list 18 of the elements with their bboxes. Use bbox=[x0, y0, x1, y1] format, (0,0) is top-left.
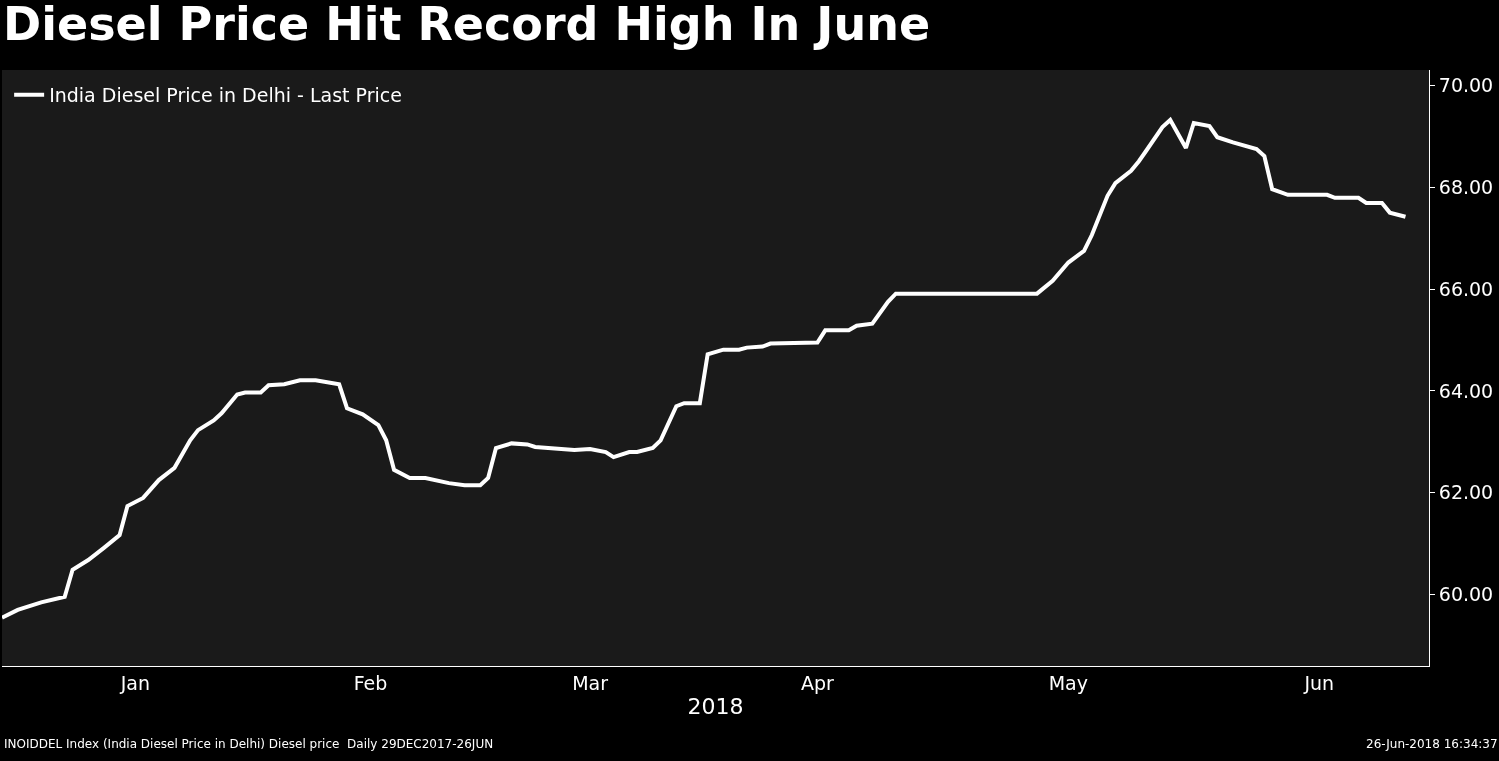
x-axis-title: 2018 bbox=[687, 693, 744, 719]
line-series bbox=[2, 117, 1408, 620]
x-tick-label: Jan bbox=[119, 671, 150, 694]
x-tick-label: May bbox=[1048, 671, 1088, 694]
x-tick-label: Apr bbox=[800, 671, 835, 694]
y-tick-label: 60.00 bbox=[1438, 583, 1494, 606]
y-tick-label: 64.00 bbox=[1438, 379, 1494, 402]
x-tick-label: Jun bbox=[1303, 671, 1335, 694]
text: INOIDDEL Index (India Diesel Price in Delhi) Diesel price Daily 29DEC2017-26JUN bbox=[4, 737, 494, 751]
y-tick-label: 70.00 bbox=[1438, 73, 1494, 96]
x-tick-label: Mar bbox=[572, 671, 609, 694]
x-tick-label: Feb bbox=[353, 671, 388, 694]
legend-label: India Diesel Price in Delhi - Last Price bbox=[49, 84, 402, 107]
y-tick-label: 66.00 bbox=[1438, 277, 1494, 300]
chart-title: Diesel Price Hit Record High In June bbox=[3, 0, 931, 51]
text: 26-Jun-2018 16:34:37 bbox=[1366, 737, 1498, 751]
y-tick-label: 62.00 bbox=[1438, 481, 1494, 504]
y-tick-label: 68.00 bbox=[1438, 175, 1494, 198]
